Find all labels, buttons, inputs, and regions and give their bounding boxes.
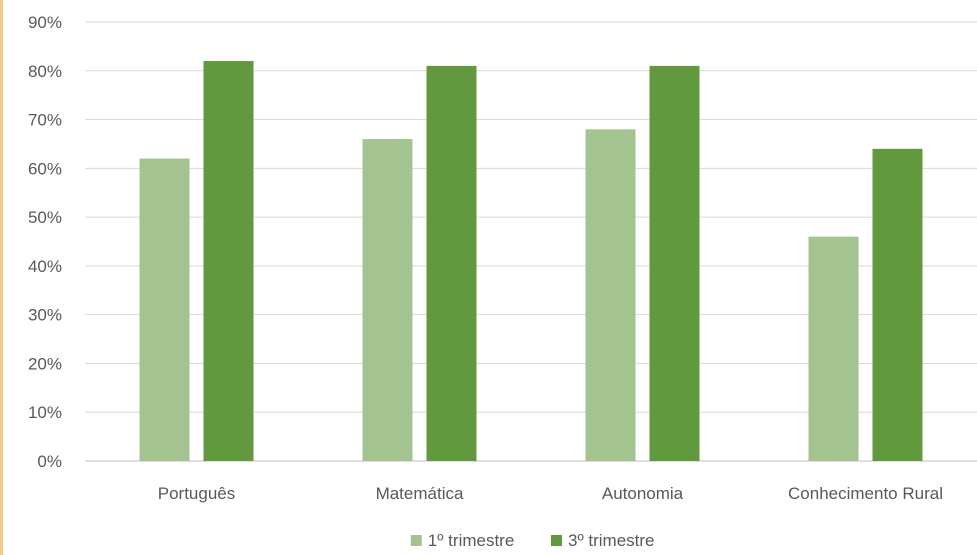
bars bbox=[139, 61, 923, 462]
x-tick-label: Autonomia bbox=[602, 484, 684, 503]
bar-2-3 bbox=[649, 65, 700, 462]
legend-swatch-1 bbox=[410, 535, 422, 546]
left-border-accent bbox=[0, 0, 3, 555]
bar-1-2 bbox=[362, 139, 413, 462]
x-axis-ticks: Português Matemática Autonomia Conhecimento… bbox=[158, 484, 943, 503]
y-tick-label: 60% bbox=[28, 159, 62, 178]
y-tick-label: 80% bbox=[28, 62, 62, 81]
legend-label-2: 3º trimestre bbox=[568, 531, 655, 550]
x-tick-label: Matemática bbox=[376, 484, 464, 503]
x-tick-label: Português bbox=[158, 484, 236, 503]
y-tick-label: 10% bbox=[28, 403, 62, 422]
bar-2-1 bbox=[203, 61, 254, 462]
legend-label-1: 1º trimestre bbox=[428, 531, 515, 550]
y-tick-label: 40% bbox=[28, 257, 62, 276]
bar-2-4 bbox=[872, 148, 923, 462]
bar-1-3 bbox=[585, 129, 636, 462]
bar-1-1 bbox=[139, 158, 190, 462]
y-tick-label: 20% bbox=[28, 354, 62, 373]
y-axis-ticks: 0% 10% 20% 30% 40% 50% 60% 70% 80% 90% bbox=[28, 13, 62, 471]
bar-2-2 bbox=[426, 65, 477, 462]
bar-1-4 bbox=[808, 236, 859, 461]
y-tick-label: 30% bbox=[28, 306, 62, 325]
y-tick-label: 90% bbox=[28, 13, 62, 32]
y-tick-label: 50% bbox=[28, 208, 62, 227]
y-tick-label: 70% bbox=[28, 111, 62, 130]
x-tick-label: Conhecimento Rural bbox=[788, 484, 943, 503]
y-tick-label: 0% bbox=[37, 452, 62, 471]
legend-swatch-2 bbox=[551, 535, 562, 546]
legend: 1º trimestre 3º trimestre bbox=[410, 531, 655, 550]
